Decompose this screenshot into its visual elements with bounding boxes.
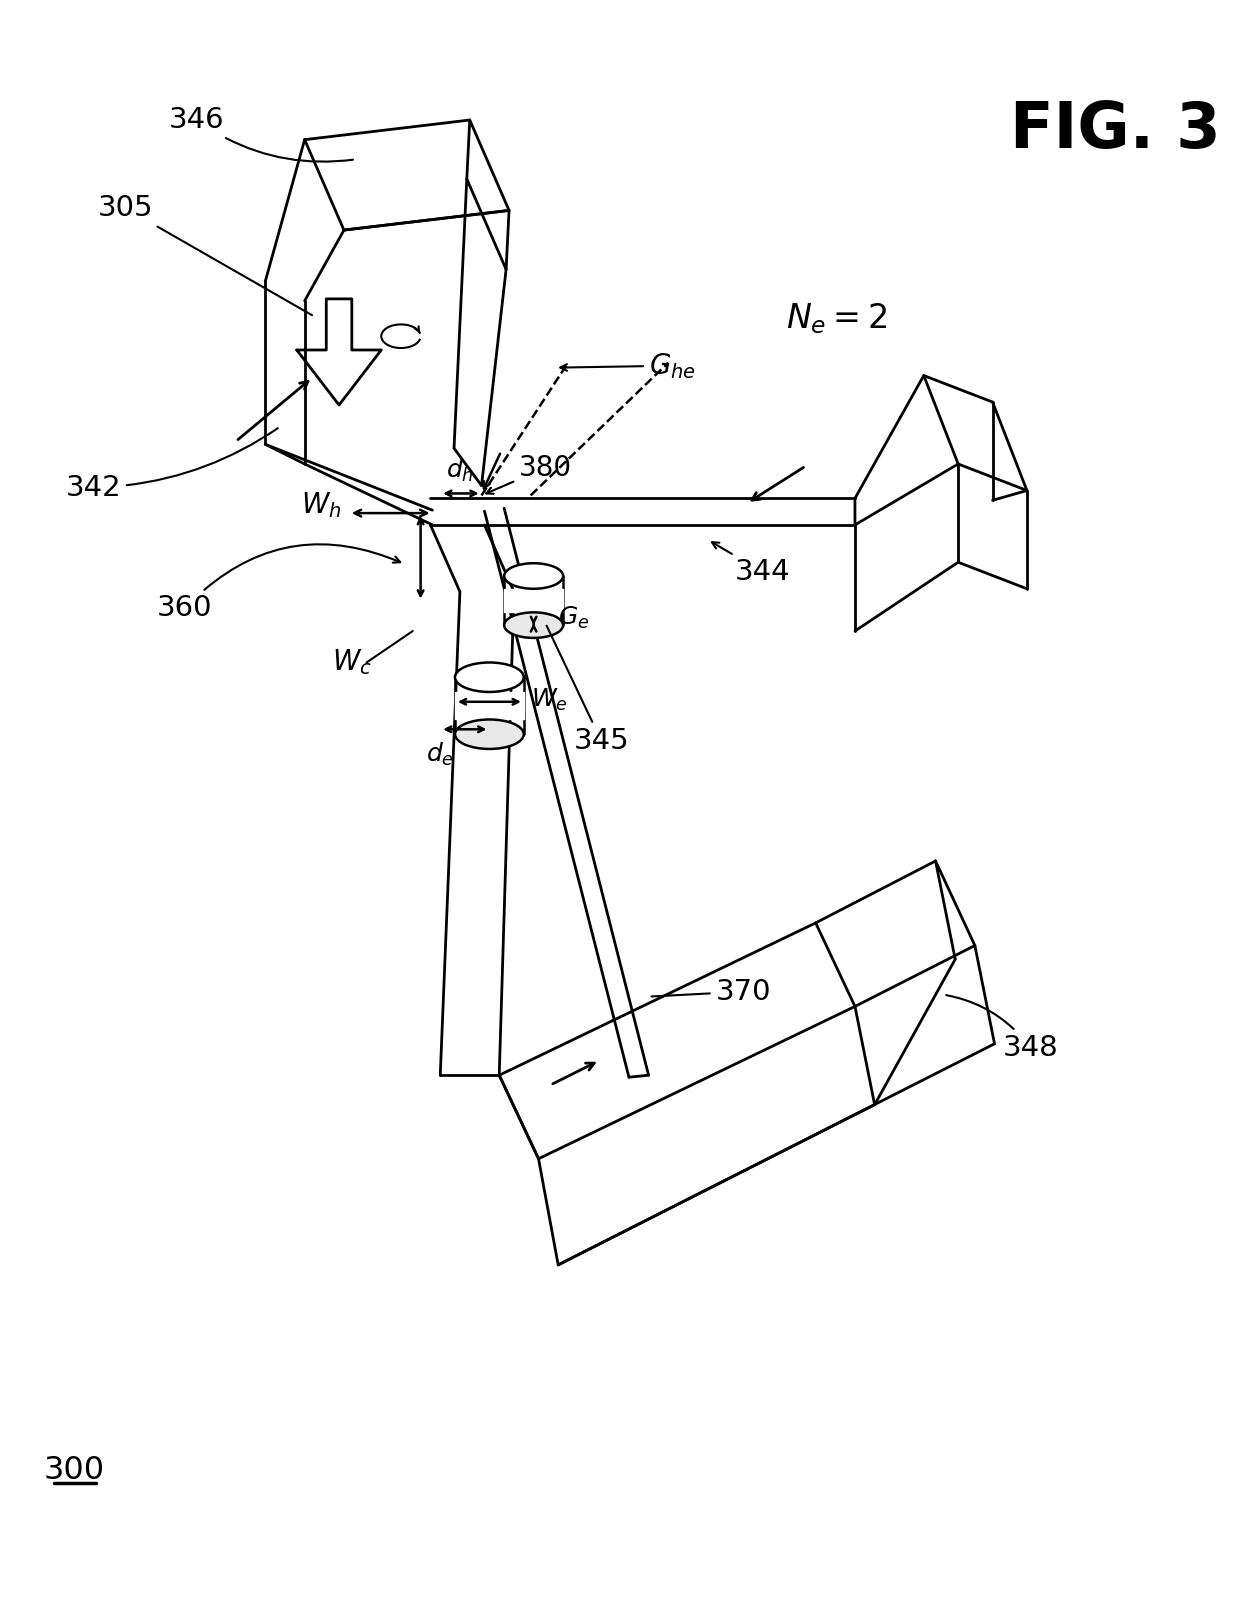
Text: 344: 344 <box>712 542 791 587</box>
Text: $W_e$: $W_e$ <box>531 686 568 714</box>
Text: $G_{he}$: $G_{he}$ <box>560 350 696 381</box>
Text: $N_e=2$: $N_e=2$ <box>786 301 888 336</box>
Ellipse shape <box>505 562 563 588</box>
Text: 346: 346 <box>169 106 353 162</box>
Text: 300: 300 <box>43 1454 104 1486</box>
Ellipse shape <box>505 612 563 638</box>
Text: 305: 305 <box>98 194 312 315</box>
Text: $W_c$: $W_c$ <box>332 648 372 678</box>
Text: 360: 360 <box>157 545 401 622</box>
Ellipse shape <box>455 720 523 749</box>
Text: 348: 348 <box>946 995 1058 1062</box>
Text: $G_e$: $G_e$ <box>558 606 589 632</box>
Ellipse shape <box>455 662 523 693</box>
Text: 380: 380 <box>486 453 572 493</box>
Text: $d_e$: $d_e$ <box>427 741 454 768</box>
Text: 370: 370 <box>651 977 771 1006</box>
Text: 345: 345 <box>547 625 629 755</box>
Text: $d_h$: $d_h$ <box>446 456 474 484</box>
Text: $W_h$: $W_h$ <box>300 490 341 521</box>
Text: 342: 342 <box>66 427 278 501</box>
Text: FIG. 3: FIG. 3 <box>1011 100 1220 161</box>
